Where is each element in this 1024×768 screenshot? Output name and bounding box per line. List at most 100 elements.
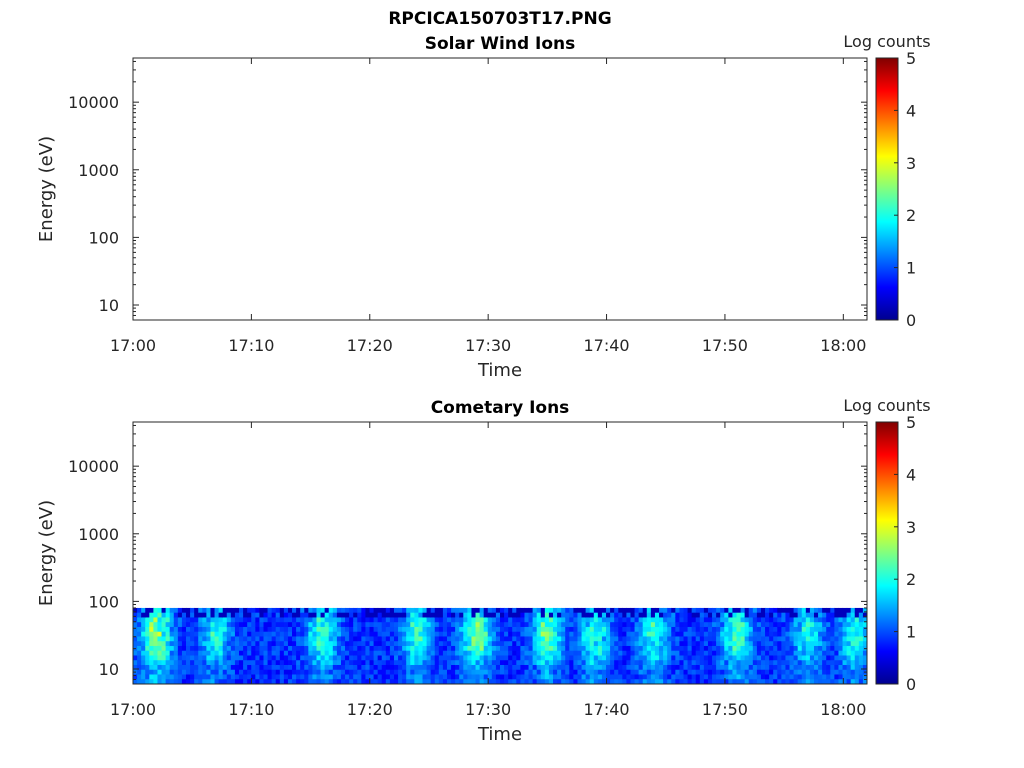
heatmap-cell xyxy=(230,645,236,652)
heatmap-cell xyxy=(389,622,395,628)
heatmap-cell xyxy=(414,641,420,647)
heatmap-cell xyxy=(540,660,546,666)
heatmap-cell xyxy=(842,607,848,614)
heatmap-cell xyxy=(524,645,530,652)
heatmap-cell xyxy=(287,645,293,652)
heatmap-cell xyxy=(177,617,183,623)
heatmap-cell xyxy=(422,650,428,657)
heatmap-cell xyxy=(565,612,570,619)
heatmap-cell xyxy=(520,636,526,642)
heatmap-cell xyxy=(349,612,354,619)
heatmap-cell xyxy=(361,669,367,676)
heatmap-cell xyxy=(381,626,387,633)
heatmap-cell xyxy=(296,617,301,623)
heatmap-cell xyxy=(414,622,420,628)
heatmap-cell xyxy=(259,679,265,684)
heatmap-cell xyxy=(532,655,538,661)
heatmap-cell xyxy=(508,679,513,684)
heatmap-cell xyxy=(540,641,546,647)
heatmap-cell xyxy=(532,645,538,652)
heatmap-cell xyxy=(336,607,342,614)
colorbar-tick-label: 2 xyxy=(906,206,916,225)
heatmap-cell xyxy=(292,660,297,666)
heatmap-cell xyxy=(365,669,371,676)
heatmap-cell xyxy=(830,612,835,619)
heatmap-cell xyxy=(850,636,856,642)
heatmap-cell xyxy=(145,622,150,628)
heatmap-cell xyxy=(805,607,811,614)
heatmap-cell xyxy=(459,641,464,647)
heatmap-cell xyxy=(345,679,350,684)
heatmap-cell xyxy=(654,679,660,684)
heatmap-cell xyxy=(834,660,840,666)
heatmap-cell xyxy=(198,622,203,628)
heatmap-cell xyxy=(349,669,354,676)
heatmap-cell xyxy=(532,664,538,671)
heatmap-cell xyxy=(805,622,811,628)
heatmap-cell xyxy=(345,674,350,680)
heatmap-cell xyxy=(826,607,831,614)
heatmap-cell xyxy=(263,626,269,633)
heatmap-cell xyxy=(304,617,309,623)
heatmap-cell xyxy=(230,674,236,680)
heatmap-cell xyxy=(765,674,770,680)
heatmap-cell xyxy=(765,641,770,647)
heatmap-cell xyxy=(153,645,159,652)
heatmap-cell xyxy=(850,650,856,657)
heatmap-cell xyxy=(834,674,840,680)
heatmap-cell xyxy=(622,636,628,642)
heatmap-cell xyxy=(593,607,599,614)
heatmap-cell xyxy=(809,655,815,661)
heatmap-cell xyxy=(675,631,681,638)
heatmap-cell xyxy=(287,679,293,684)
heatmap-cell xyxy=(267,641,273,647)
heatmap-cell xyxy=(434,622,440,628)
heatmap-cell xyxy=(589,664,595,671)
heatmap-cell xyxy=(862,679,867,684)
heatmap-cell xyxy=(736,655,742,661)
heatmap-cell xyxy=(149,636,154,642)
heatmap-cell xyxy=(296,636,301,642)
heatmap-cell xyxy=(491,655,497,661)
heatmap-cell xyxy=(654,631,660,638)
heatmap-cell xyxy=(259,626,265,633)
heatmap-cell xyxy=(365,607,371,614)
heatmap-cell xyxy=(133,655,138,661)
heatmap-cell xyxy=(304,622,309,628)
heatmap-cell xyxy=(218,626,224,633)
heatmap-cell xyxy=(512,626,517,633)
heatmap-cell xyxy=(202,645,207,652)
heatmap-cell xyxy=(716,622,721,628)
heatmap-cell xyxy=(573,612,579,619)
heatmap-cell xyxy=(536,617,542,623)
heatmap-cell xyxy=(756,607,762,614)
heatmap-cell xyxy=(308,631,314,638)
heatmap-cell xyxy=(467,636,473,642)
heatmap-cell xyxy=(389,631,395,638)
heatmap-cell xyxy=(210,607,216,614)
heatmap-cell xyxy=(540,650,546,657)
heatmap-cell xyxy=(181,669,187,676)
heatmap-cell xyxy=(818,655,823,661)
heatmap-cell xyxy=(638,664,644,671)
heatmap-cell xyxy=(353,664,358,671)
heatmap-cell xyxy=(793,617,799,623)
heatmap-cell xyxy=(218,674,224,680)
heatmap-cell xyxy=(659,636,664,642)
heatmap-cell xyxy=(434,679,440,684)
heatmap-cell xyxy=(459,674,464,680)
heatmap-cell xyxy=(300,617,305,623)
heatmap-cell xyxy=(263,641,269,647)
heatmap-cell xyxy=(707,617,713,623)
heatmap-cell xyxy=(663,636,668,642)
heatmap-cell xyxy=(479,679,485,684)
heatmap-cell xyxy=(255,674,261,680)
colorbar-tick-label: 0 xyxy=(906,675,916,694)
heatmap-cell xyxy=(345,607,350,614)
heatmap-cell xyxy=(516,622,521,628)
heatmap-cell xyxy=(760,636,766,642)
heatmap-cell xyxy=(353,679,358,684)
heatmap-cell xyxy=(659,645,664,652)
heatmap-cell xyxy=(691,607,697,614)
heatmap-cell xyxy=(463,626,468,633)
